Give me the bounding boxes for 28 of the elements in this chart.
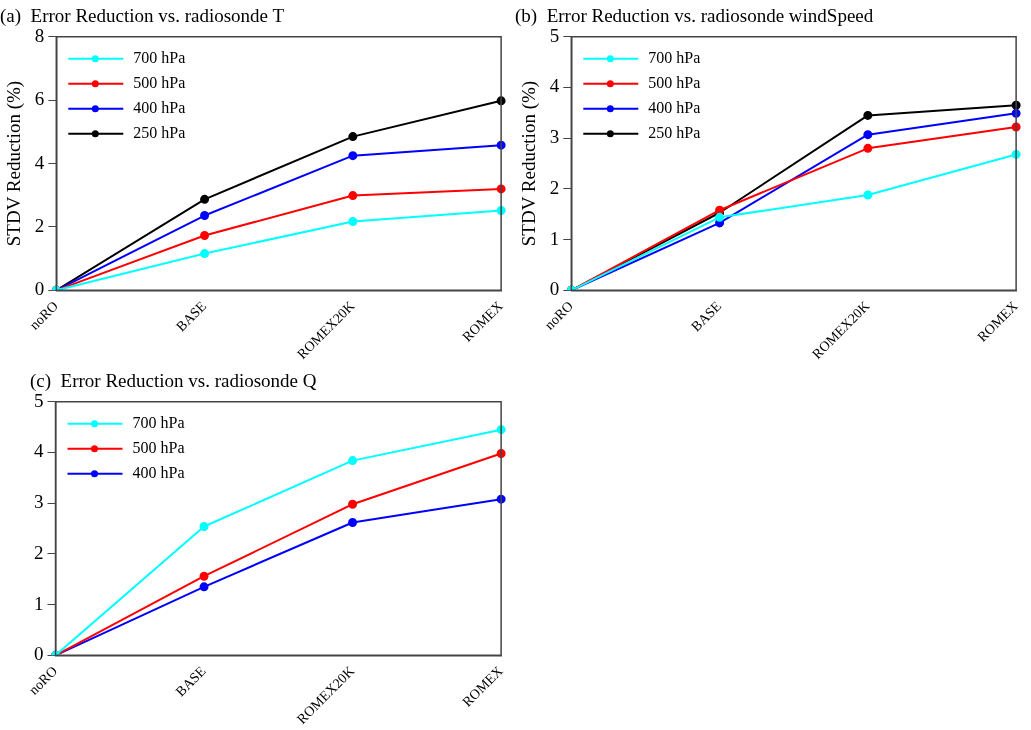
legend-label: 400 hPa (648, 99, 701, 116)
y-tick-label: 2 (34, 541, 44, 563)
y-tick-label: 6 (34, 88, 45, 110)
legend-label: 700 hPa (132, 414, 185, 431)
y-tick-label: 0 (549, 278, 560, 300)
legend-label: 400 hPa (132, 464, 185, 481)
y-tick-label: 4 (549, 75, 560, 97)
legend-label: 700 hPa (133, 49, 186, 66)
y-axis-title: STDV Reduction (%) (3, 80, 26, 247)
y-tick-label: 4 (34, 151, 45, 173)
chart-title: (c) Error Reduction vs. radiosonde Q (30, 370, 317, 393)
legend-label: 400 hPa (133, 99, 186, 116)
legend-label: 500 hPa (648, 74, 701, 91)
y-tick-label: 1 (549, 227, 560, 249)
y-tick-label: 0 (34, 278, 45, 300)
y-tick-label: 4 (34, 440, 44, 462)
legend-label: 250 hPa (648, 124, 701, 141)
y-tick-label: 2 (34, 214, 45, 236)
legend-label: 250 hPa (133, 124, 186, 141)
legend-label: 700 hPa (648, 49, 701, 66)
y-tick-label: 0 (34, 643, 44, 665)
legend-label: 500 hPa (133, 74, 186, 91)
y-tick-label: 3 (34, 491, 44, 513)
y-tick-label: 2 (549, 176, 560, 198)
y-axis-title: STDV Reduction (%) (518, 80, 541, 247)
legend-label: 500 hPa (132, 439, 185, 456)
y-tick-label: 3 (549, 126, 560, 148)
y-tick-label: 1 (34, 592, 44, 614)
